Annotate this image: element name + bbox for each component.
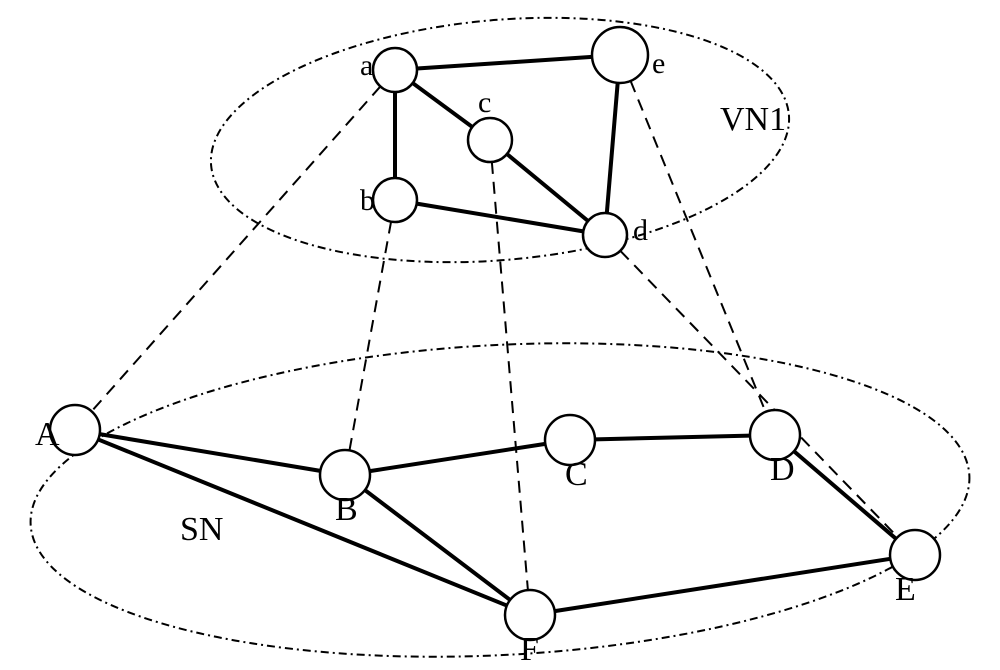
edge-sn-C-D xyxy=(595,436,750,440)
node-vn1-a xyxy=(373,48,417,92)
node-vn1-d xyxy=(583,213,627,257)
node-vn1-e xyxy=(592,27,648,83)
node-label-vn1-a: a xyxy=(360,49,373,82)
edge-vn1-a-e xyxy=(417,57,592,69)
node-label-sn-A: A xyxy=(35,416,60,453)
edge-vn1-c-d xyxy=(507,154,588,221)
node-label-vn1-d: d xyxy=(633,214,648,247)
edge-sn-A-F xyxy=(98,439,507,605)
edge-vn1-e-d xyxy=(607,83,618,213)
node-label-vn1-c: c xyxy=(478,86,491,119)
node-label-sn-F: F xyxy=(520,631,539,668)
node-vn1-c xyxy=(468,118,512,162)
network-label-sn: SN xyxy=(180,511,223,548)
edge-sn-B-F xyxy=(365,490,510,600)
node-label-sn-B: B xyxy=(335,491,358,528)
mapping-d-E xyxy=(620,251,897,537)
network-diagram: a b c d e VN1 A B C D E F SN xyxy=(0,0,1000,670)
mapping-c-F xyxy=(492,162,528,590)
sn-boundary xyxy=(23,321,978,670)
edge-sn-E-F xyxy=(555,559,891,611)
node-label-sn-D: D xyxy=(770,451,795,488)
network-label-vn1: VN1 xyxy=(720,101,786,138)
node-label-sn-E: E xyxy=(895,571,916,608)
node-vn1-b xyxy=(373,178,417,222)
edge-vn1-a-c xyxy=(413,83,473,127)
node-label-vn1-e: e xyxy=(652,47,665,80)
edge-vn1-b-d xyxy=(417,204,584,232)
edge-sn-B-C xyxy=(370,444,546,471)
node-label-sn-C: C xyxy=(565,456,588,493)
edge-sn-D-E xyxy=(794,451,896,538)
node-label-vn1-b: b xyxy=(360,184,375,217)
mapping-b-B xyxy=(349,222,391,451)
